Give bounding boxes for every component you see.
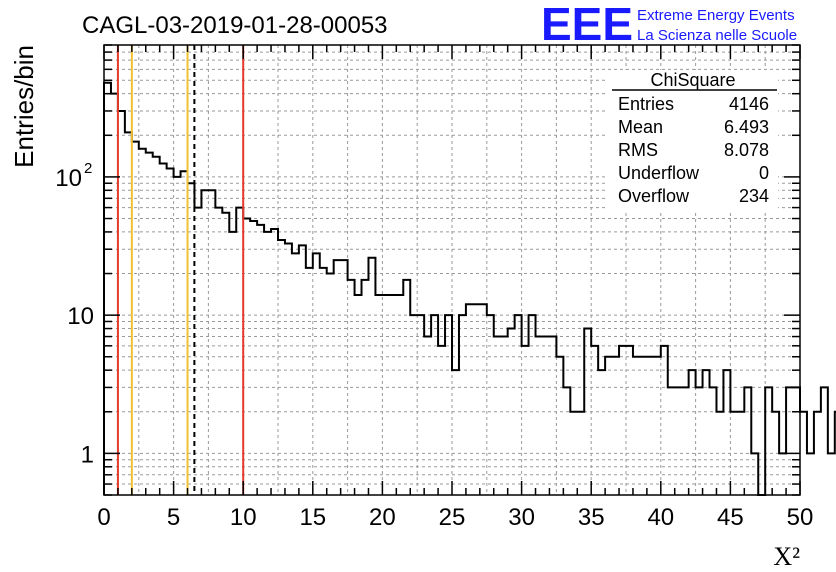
stats-box: ChiSquare Entries 4146 Mean 6.493 RMS 8.… — [608, 70, 778, 210]
y-tick-label: 10 — [67, 303, 94, 330]
x-tick-label: 45 — [717, 504, 744, 531]
y-tick-label-exponent: 2 — [84, 160, 92, 177]
stats-label-mean: Mean — [618, 117, 663, 137]
eee-logo: EEE — [541, 0, 633, 50]
x-tick-label: 35 — [578, 504, 605, 531]
y-tick-label: 1 — [81, 441, 94, 468]
run-title: CAGL-03-2019-01-28-00053 — [82, 12, 388, 39]
x-tick-label: 20 — [369, 504, 396, 531]
stats-value-rms: 8.078 — [724, 140, 769, 160]
x-tick-label: 40 — [647, 504, 674, 531]
x-tick-label: 25 — [439, 504, 466, 531]
logo-line-2: La Scienza nelle Scuole — [637, 27, 797, 44]
y-tick-label: 10 — [55, 165, 82, 192]
stats-label-rms: RMS — [618, 140, 658, 160]
stats-value-overflow: 234 — [739, 186, 769, 206]
stats-label-entries: Entries — [618, 94, 674, 114]
x-tick-label: 0 — [97, 504, 110, 531]
stats-box-background — [608, 70, 778, 210]
y-axis-label: Entries/bin — [9, 45, 39, 168]
stats-title: ChiSquare — [650, 70, 735, 90]
x-tick-label: 30 — [508, 504, 535, 531]
marker-lines — [116, 45, 245, 495]
x-axis-label-text: X² — [773, 542, 800, 571]
x-tick-label: 10 — [230, 504, 257, 531]
x-axis-label: X² — [773, 542, 800, 571]
stats-label-overflow: Overflow — [618, 186, 690, 206]
x-tick-label: 50 — [787, 504, 814, 531]
grid — [104, 45, 800, 495]
stats-label-underflow: Underflow — [618, 163, 700, 183]
x-tick-label: 15 — [299, 504, 326, 531]
stats-value-underflow: 0 — [759, 163, 769, 183]
x-tick-label: 5 — [167, 504, 180, 531]
logo-line-1: Extreme Energy Events — [637, 7, 795, 24]
stats-value-entries: 4146 — [729, 94, 769, 114]
stats-value-mean: 6.493 — [724, 117, 769, 137]
